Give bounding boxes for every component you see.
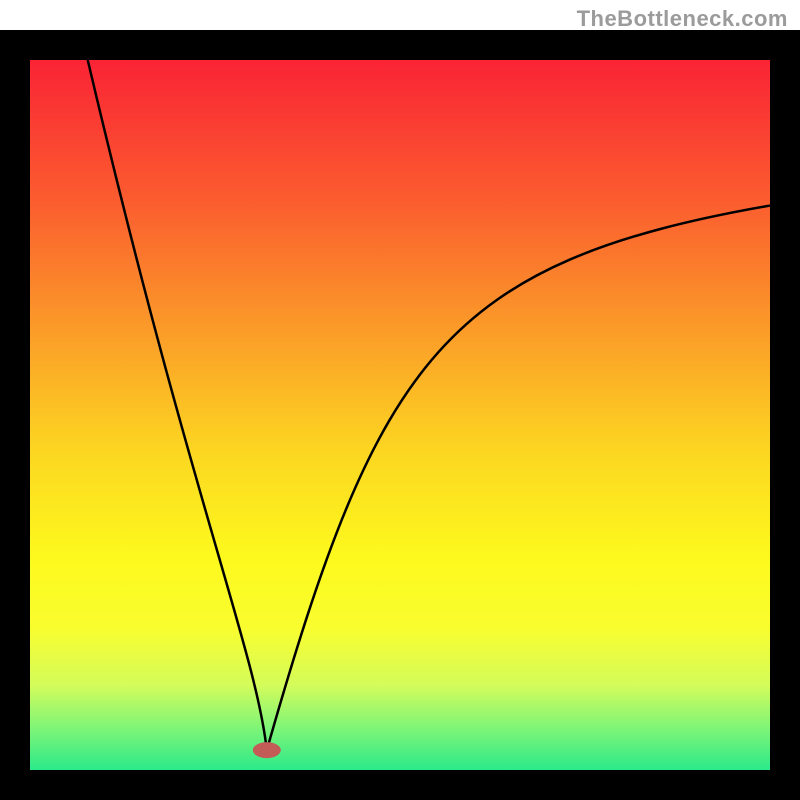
watermark-text: TheBottleneck.com xyxy=(577,6,788,32)
chart-frame xyxy=(0,30,800,800)
curve-path xyxy=(88,60,770,750)
optimum-marker xyxy=(253,742,281,758)
bottleneck-curve xyxy=(30,60,770,770)
